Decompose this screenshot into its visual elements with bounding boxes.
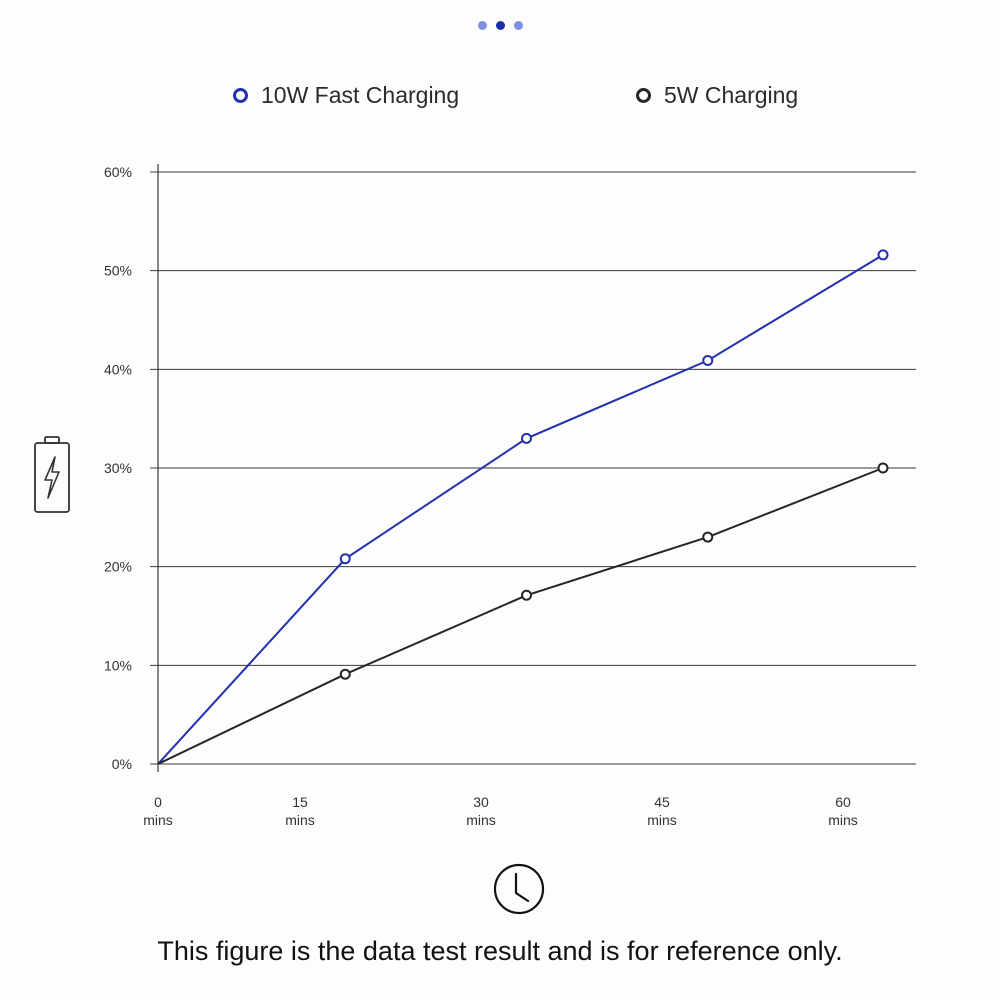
disclaimer-text: This figure is the data test result and … bbox=[157, 936, 843, 966]
chart-legend: 10W Fast Charging 5W Charging bbox=[0, 82, 1000, 114]
x-tick-label: 0 bbox=[154, 794, 162, 810]
page-dot[interactable] bbox=[477, 21, 487, 30]
x-tick-label: 15 bbox=[292, 794, 308, 810]
legend-marker-5w bbox=[636, 88, 651, 103]
y-tick-label: 30% bbox=[104, 460, 132, 476]
y-tick-label: 60% bbox=[104, 164, 132, 180]
data-point-5w bbox=[877, 462, 889, 474]
data-point-10w bbox=[521, 432, 532, 444]
x-tick-label: 60 bbox=[835, 794, 851, 810]
clock-icon bbox=[493, 863, 545, 920]
y-tick-label: 40% bbox=[104, 361, 132, 377]
x-tick-label: 30 bbox=[473, 794, 489, 810]
data-point-10w bbox=[877, 249, 889, 261]
y-tick-label: 20% bbox=[104, 559, 132, 575]
legend-label-10w: 10W Fast Charging bbox=[261, 82, 460, 108]
legend-item-10w: 10W Fast Charging bbox=[233, 82, 459, 109]
y-tick-label: 10% bbox=[104, 657, 132, 673]
x-tick-unit-label: mins bbox=[647, 812, 677, 828]
legend-marker-10w bbox=[233, 88, 248, 103]
page-indicator[interactable] bbox=[0, 21, 1000, 30]
legend-item-5w: 5W Charging bbox=[636, 82, 798, 109]
y-tick-label: 50% bbox=[104, 263, 132, 279]
x-tick-unit-label: mins bbox=[828, 812, 858, 828]
data-point-10w bbox=[339, 553, 351, 565]
y-tick-label: 0% bbox=[112, 756, 132, 772]
data-point-5w bbox=[702, 531, 714, 543]
x-tick-unit-label: mins bbox=[466, 812, 496, 828]
series-line-5w bbox=[157, 467, 884, 765]
page-dot[interactable] bbox=[513, 21, 523, 30]
series-line-10w bbox=[157, 254, 884, 765]
battery-charging-icon bbox=[34, 436, 70, 519]
x-tick-unit-label: mins bbox=[285, 812, 315, 828]
data-point-5w bbox=[521, 589, 532, 601]
page-dot-active[interactable] bbox=[495, 21, 505, 30]
data-point-10w bbox=[702, 354, 714, 366]
x-tick-label: 45 bbox=[654, 794, 670, 810]
data-point-5w bbox=[339, 668, 351, 680]
legend-label-5w: 5W Charging bbox=[664, 82, 799, 108]
x-tick-unit-label: mins bbox=[143, 812, 173, 828]
